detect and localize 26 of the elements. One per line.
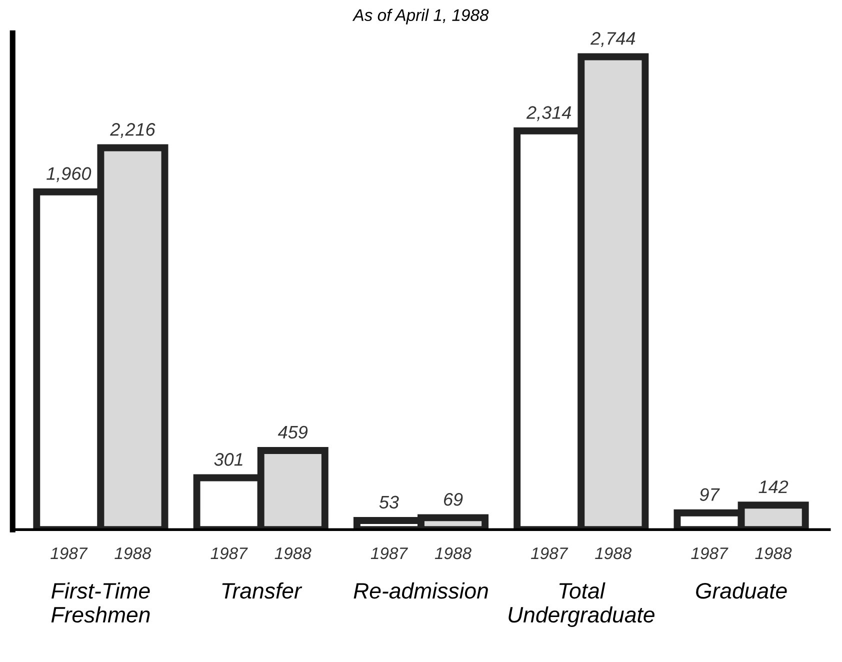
data-label: 2,744	[590, 32, 636, 47]
data-label: 97	[700, 488, 720, 501]
data-label: 142	[758, 480, 788, 494]
data-label: 459	[278, 426, 308, 439]
x-tick-label: Re-admission	[354, 582, 488, 599]
x-tick-label: Total Undergraduate	[508, 582, 654, 628]
text: 1987	[370, 547, 408, 560]
text: 1988	[434, 547, 472, 560]
data-label: 53	[379, 496, 399, 509]
chart-subtitle: As of April 1, 1988	[352, 8, 489, 24]
data-label: 69	[444, 493, 463, 506]
series-label: 1988	[114, 547, 152, 560]
text: 1988	[595, 547, 632, 560]
text: 1988	[274, 547, 312, 560]
data-label: 2,216	[110, 123, 156, 138]
text: 1987	[210, 547, 248, 560]
data-label: 1,960	[46, 167, 92, 182]
series-label: 1987	[50, 547, 88, 560]
text: 1987	[691, 547, 728, 560]
data-label: 301	[214, 453, 242, 466]
text: 1988	[755, 547, 792, 560]
x-tick-label: Transfer	[222, 582, 302, 599]
text: 1987	[531, 547, 568, 560]
x-tick-label: Graduate	[696, 582, 787, 599]
x-tick-label: First-Time Freshmen	[51, 582, 150, 623]
data-label: 2,314	[526, 106, 572, 122]
